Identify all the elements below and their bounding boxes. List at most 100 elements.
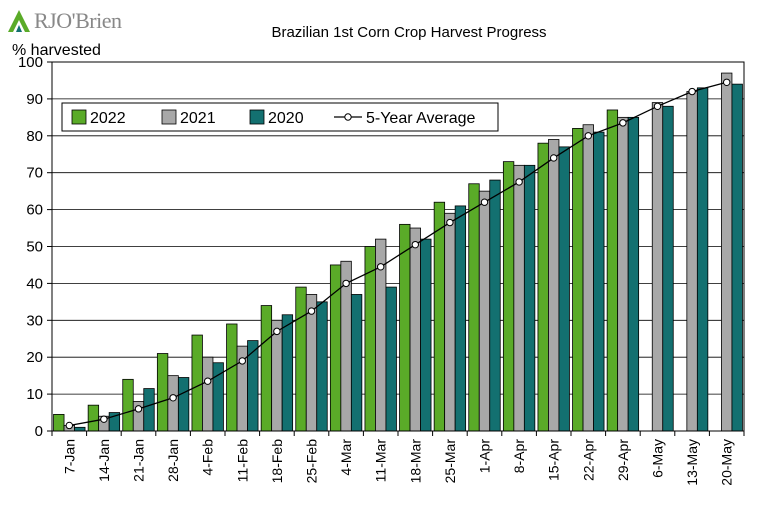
bar-2022 bbox=[468, 183, 480, 432]
bar-2020 bbox=[74, 426, 86, 432]
average-point bbox=[446, 218, 454, 227]
bar-2022 bbox=[122, 378, 134, 432]
bar-2021 bbox=[271, 319, 283, 432]
bar-2022 bbox=[226, 323, 238, 432]
bar-2022 bbox=[260, 305, 273, 432]
x-tick-label: 1-Apr bbox=[477, 439, 493, 474]
average-point bbox=[342, 279, 350, 288]
average-line bbox=[65, 78, 731, 430]
bar-2021 bbox=[478, 190, 491, 432]
average-point bbox=[723, 78, 731, 86]
legend: 2022 2021 2020 5-Year Average bbox=[61, 102, 499, 132]
average-point bbox=[584, 132, 592, 140]
y-tick-label: 10 bbox=[26, 386, 43, 403]
bar-2020 bbox=[454, 205, 467, 432]
bar-2020 bbox=[281, 314, 294, 432]
legend-label-2021: 2021 bbox=[180, 110, 216, 127]
legend-label-2020: 2020 bbox=[268, 110, 304, 127]
bar-2021 bbox=[721, 72, 733, 432]
y-tick-label: 90 bbox=[26, 91, 43, 108]
x-tick-label: 25-Feb bbox=[304, 439, 320, 484]
axes: 0 10 20 30 40 50 60 70 80 90 100 7-Jan 14-Jan 21-Jan 2… bbox=[18, 54, 745, 486]
bar-2020 bbox=[523, 164, 536, 432]
bar-2021 bbox=[617, 116, 629, 432]
x-tick-label: 22-Apr bbox=[580, 439, 596, 481]
x-tick-label: 13-May bbox=[684, 439, 700, 486]
bar-2022 bbox=[433, 201, 446, 432]
average-point bbox=[619, 119, 627, 127]
y-tick-label: 20 bbox=[26, 349, 43, 366]
bar-2021 bbox=[686, 91, 698, 432]
average-point bbox=[273, 327, 281, 336]
x-tick-label: 25-Mar bbox=[442, 439, 458, 484]
bar-2022 bbox=[399, 223, 411, 432]
bar-2020 bbox=[385, 286, 397, 432]
average-line-path bbox=[69, 81, 727, 427]
bar-2021 bbox=[202, 356, 214, 432]
bars bbox=[53, 72, 743, 432]
x-tick-label: 8-Apr bbox=[511, 439, 527, 474]
average-point bbox=[169, 394, 177, 402]
legend-box bbox=[61, 102, 499, 132]
y-tick-label: 50 bbox=[26, 239, 43, 256]
bar-2022 bbox=[329, 264, 342, 432]
bar-2022 bbox=[156, 353, 169, 432]
average-point bbox=[653, 102, 662, 110]
x-tick-label: 6-May bbox=[650, 439, 666, 478]
x-tick-label: 29-Apr bbox=[615, 439, 631, 481]
x-tick-label: 11-Mar bbox=[373, 439, 389, 483]
gridlines bbox=[52, 98, 744, 395]
y-tick-label: 60 bbox=[26, 202, 43, 219]
chart-title: Brazilian 1st Corn Crop Harvest Progress bbox=[271, 24, 546, 41]
average-point bbox=[65, 421, 74, 430]
legend-marker-5-year-average bbox=[344, 113, 352, 121]
x-tick-label: 7-Jan bbox=[61, 439, 77, 474]
x-tick-label: 20-May bbox=[719, 439, 735, 486]
bar-2020 bbox=[316, 301, 328, 432]
bar-2022 bbox=[606, 109, 619, 432]
bar-2022 bbox=[87, 404, 100, 432]
bar-2022 bbox=[53, 413, 65, 432]
average-point bbox=[411, 240, 419, 249]
x-tick-label: 14-Jan bbox=[96, 439, 112, 482]
y-tick-label: 80 bbox=[26, 128, 43, 145]
bar-2021 bbox=[409, 227, 421, 432]
y-tick-label: 0 bbox=[35, 423, 43, 440]
bar-2020 bbox=[627, 116, 640, 432]
bar-2020 bbox=[696, 87, 709, 432]
bar-2022 bbox=[502, 161, 515, 432]
average-point bbox=[550, 154, 558, 162]
bar-2020 bbox=[731, 83, 743, 432]
x-tick-label: 21-Jan bbox=[131, 439, 147, 482]
x-tick-label: 4-Feb bbox=[200, 439, 216, 476]
legend-swatch-2022 bbox=[71, 109, 87, 125]
bar-2020 bbox=[143, 388, 155, 432]
y-axis-label: % harvested bbox=[12, 42, 101, 59]
x-tick-label: 11-Feb bbox=[234, 439, 250, 483]
legend-swatch-2021 bbox=[161, 109, 177, 125]
bar-2020 bbox=[558, 146, 570, 432]
bar-2020 bbox=[593, 131, 605, 432]
average-point bbox=[515, 178, 523, 186]
x-tick-label: 4-Mar bbox=[338, 439, 354, 476]
logo-text: RJO'Brien bbox=[34, 8, 122, 33]
average-point bbox=[307, 307, 316, 315]
y-tick-label: 70 bbox=[26, 165, 43, 182]
bar-2020 bbox=[350, 294, 363, 432]
bar-2020 bbox=[489, 179, 501, 432]
bar-2022 bbox=[191, 334, 203, 432]
bar-2020 bbox=[420, 238, 432, 432]
bar-2021 bbox=[548, 139, 560, 432]
average-point bbox=[134, 405, 143, 413]
legend-label-2022: 2022 bbox=[90, 110, 126, 127]
company-logo: RJO'Brien bbox=[8, 8, 128, 34]
y-tick-label: 30 bbox=[26, 312, 43, 329]
average-point bbox=[100, 415, 108, 423]
bar-2022 bbox=[295, 286, 307, 432]
average-point bbox=[204, 377, 212, 385]
x-tick-label: 28-Jan bbox=[165, 439, 181, 482]
bar-2020 bbox=[662, 105, 674, 432]
x-tick-label: 15-Apr bbox=[546, 439, 562, 481]
y-tick-label: 40 bbox=[26, 275, 43, 292]
